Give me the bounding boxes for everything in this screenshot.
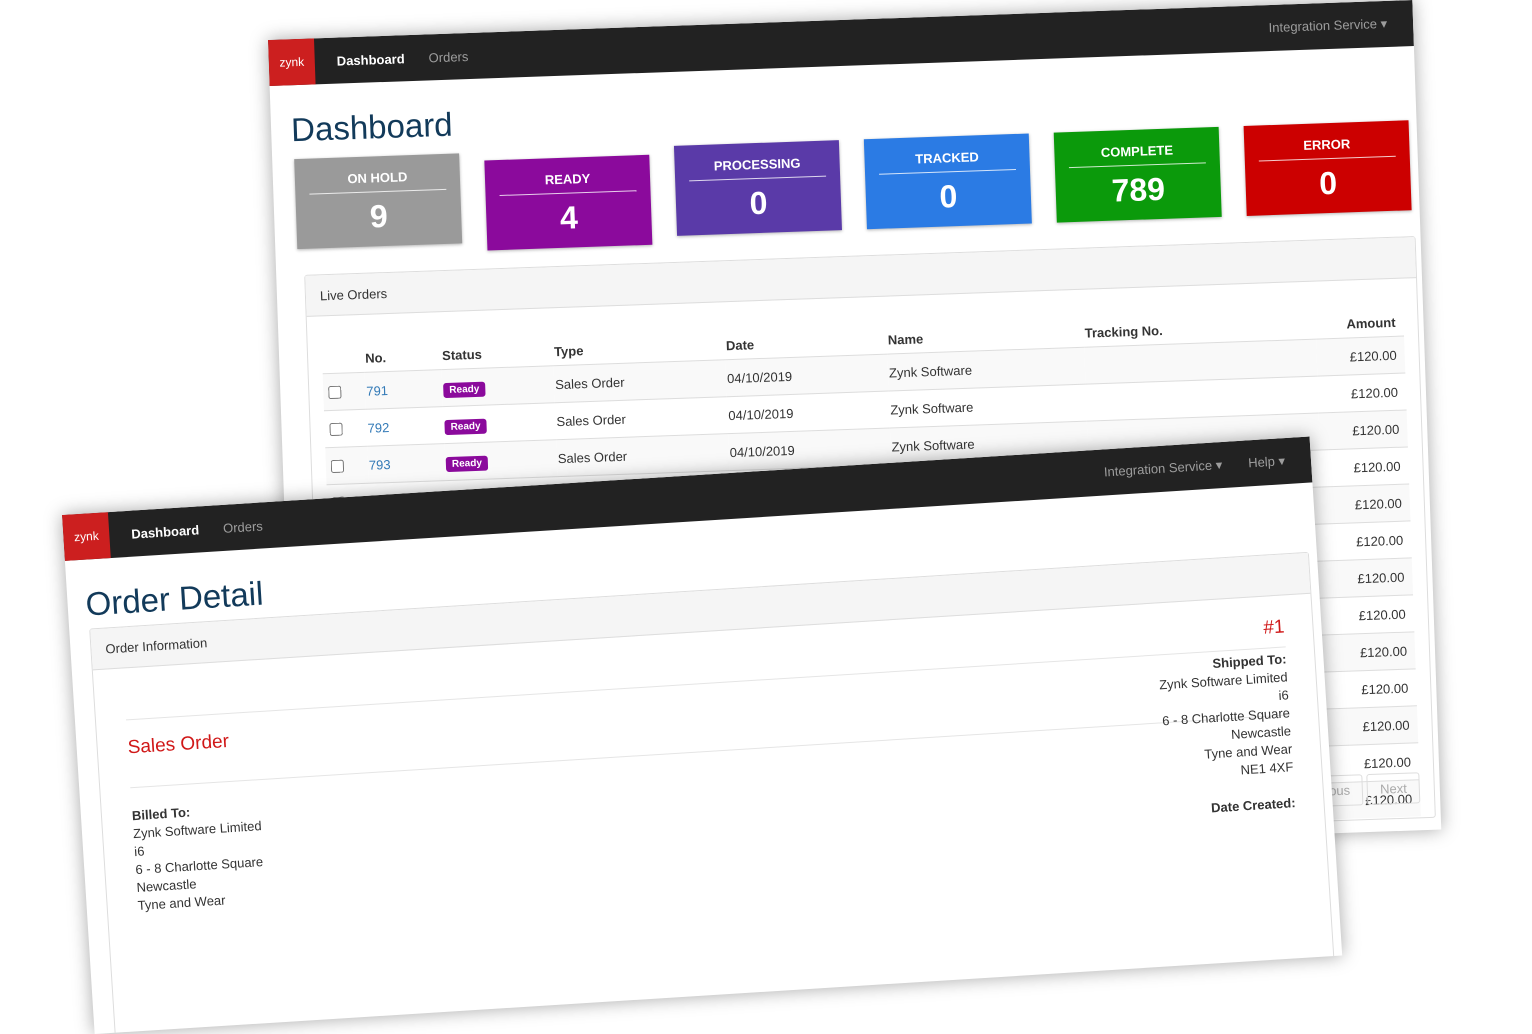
divider — [130, 714, 1290, 789]
tile-label: ON HOLD — [308, 153, 447, 195]
row-checkbox[interactable] — [329, 422, 343, 436]
column-header: Date — [725, 337, 755, 354]
tile-label: COMPLETE — [1067, 127, 1206, 169]
tile-label: PROCESSING — [687, 140, 827, 182]
panel-title: Order Information — [90, 552, 1311, 671]
date-created: Date Created: — [1211, 794, 1296, 817]
cell-amount: £120.00 — [1325, 594, 1415, 635]
nav-right: Integration Service Help — [1103, 451, 1311, 480]
nav-link[interactable]: Orders — [222, 517, 264, 536]
menu[interactable]: Integration Service — [1103, 457, 1222, 480]
column-header: Name — [887, 331, 924, 348]
order-number: #1 — [1262, 616, 1286, 639]
tile-label: ERROR — [1257, 120, 1396, 162]
cell-amount: £120.00 — [1316, 336, 1406, 377]
order-link[interactable]: 793 — [368, 456, 391, 473]
row-checkbox[interactable] — [328, 385, 342, 399]
tile-label: TRACKED — [877, 133, 1016, 175]
nav-link[interactable]: Dashboard — [130, 521, 200, 542]
status-tile[interactable]: ERROR 0 — [1243, 120, 1412, 216]
status-tiles: ON HOLD 9 READY 4 PROCESSING 0 TRACKED 0 COMPLET… — [294, 120, 1412, 257]
cell-date: 04/10/2019 — [725, 354, 889, 397]
cell-amount: £120.00 — [1321, 483, 1411, 524]
brand[interactable]: zynk — [62, 512, 111, 561]
status-tile[interactable]: PROCESSING 0 — [673, 140, 842, 236]
navbar: zynk Dashboard Orders Integration Servic… — [268, 0, 1414, 86]
select-cell — [325, 446, 369, 485]
cell-no: 792 — [365, 406, 445, 447]
cell-status: Ready — [442, 402, 557, 444]
select-cell — [322, 372, 366, 411]
cell-amount: £120.00 — [1327, 668, 1417, 709]
column-header: Amount — [1346, 314, 1396, 332]
status-badge: Ready — [444, 418, 487, 435]
cell-type: Sales Order — [554, 396, 729, 440]
select-all — [321, 329, 364, 374]
status-tile[interactable]: ON HOLD 9 — [294, 153, 463, 250]
tile-value: 0 — [748, 184, 769, 222]
cell-amount: £120.00 — [1323, 557, 1414, 598]
cell-no: 791 — [364, 369, 443, 410]
menu[interactable]: Help — [1248, 453, 1286, 471]
order-type: Sales Order — [127, 730, 230, 759]
row-checkbox[interactable] — [330, 459, 345, 473]
status-tile[interactable]: COMPLETE 789 — [1053, 126, 1222, 223]
divider — [125, 646, 1286, 721]
order-link[interactable]: 791 — [366, 382, 389, 399]
tile-value: 4 — [559, 199, 579, 236]
cell-status: Ready — [441, 365, 555, 407]
tile-value: 0 — [1318, 164, 1338, 202]
status-badge: Ready — [445, 455, 489, 472]
nav-right: Integration Service — [1268, 15, 1413, 36]
cell-amount: £120.00 — [1322, 520, 1412, 561]
nav-link[interactable]: Dashboard — [336, 50, 405, 69]
tile-label: READY — [498, 155, 637, 197]
cell-no: 793 — [367, 443, 446, 484]
order-link[interactable]: 792 — [367, 419, 390, 436]
cell-amount: £120.00 — [1319, 446, 1410, 488]
cell-status: Ready — [444, 439, 558, 481]
cell-amount: £120.00 — [1328, 705, 1419, 746]
cell-type: Sales Order — [556, 433, 730, 477]
brand[interactable]: zynk — [268, 38, 316, 86]
page-title: Dashboard — [290, 105, 454, 149]
cell-amount: £120.00 — [1318, 409, 1408, 451]
next-button[interactable]: Next — [1366, 772, 1421, 806]
cell-amount: £120.00 — [1326, 631, 1416, 672]
column-header: No. — [364, 350, 387, 366]
column-header: Type — [553, 343, 584, 360]
menu[interactable]: Integration Service — [1268, 16, 1387, 36]
billed-to: Billed To: Zynk Software Limited i6 6 - 8 C… — [131, 799, 266, 915]
status-badge: Ready — [443, 381, 486, 398]
tile-value: 789 — [1110, 170, 1166, 209]
page: zynk Dashboard Orders Integration Servic… — [0, 0, 1532, 857]
order-window: zynk Dashboard Orders Integration Servic… — [62, 436, 1343, 1034]
column-header: Status — [441, 346, 483, 364]
tile-value: 9 — [369, 197, 389, 235]
status-tile[interactable]: READY 4 — [484, 154, 653, 251]
order-panel: Order Information #1 Sales Order Billed … — [89, 551, 1336, 1034]
select-cell — [323, 409, 368, 448]
cell-amount: £120.00 — [1317, 373, 1407, 414]
nav-link[interactable]: Orders — [428, 48, 469, 65]
page-title: Order Detail — [84, 574, 265, 623]
cell-type: Sales Order — [553, 359, 727, 403]
tile-value: 0 — [938, 178, 958, 215]
heading: Date Created: — [1210, 795, 1296, 816]
shipped-to: Shipped To: Zynk Software Limited i6 6 - 8… — [1158, 650, 1294, 784]
cell-date: 04/10/2019 — [726, 391, 890, 434]
status-tile[interactable]: TRACKED 0 — [863, 133, 1032, 230]
